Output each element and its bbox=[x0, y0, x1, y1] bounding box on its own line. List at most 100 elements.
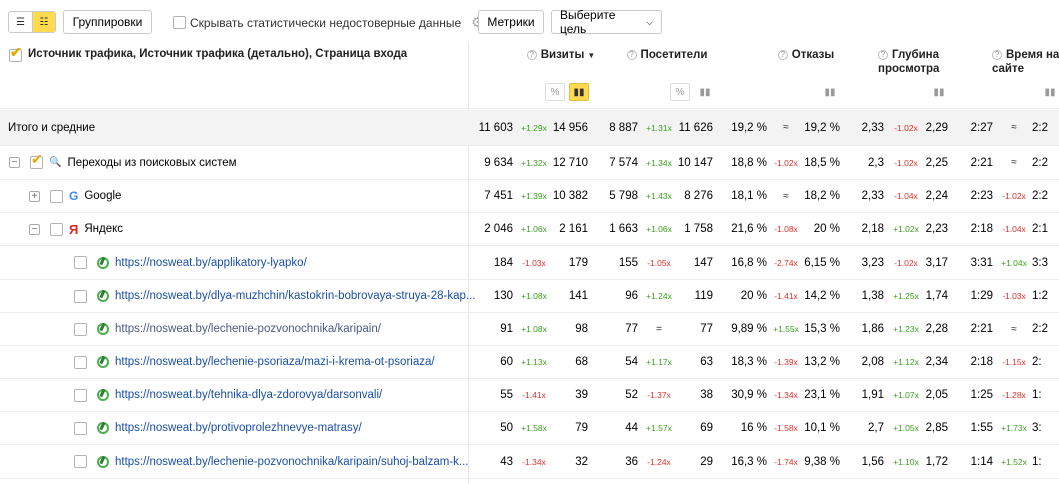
help-icon[interactable]: ? bbox=[878, 50, 888, 60]
visitors-previous-value: 10 147 bbox=[677, 156, 713, 169]
time-previous-value: 2:1 bbox=[1032, 223, 1048, 235]
header-time[interactable]: ? Время на сайте bbox=[992, 48, 1059, 76]
row-checkbox[interactable] bbox=[30, 151, 43, 169]
depth-value: 2,7 bbox=[868, 422, 884, 434]
metrics-button[interactable]: Метрики bbox=[478, 10, 544, 34]
landing-page-link[interactable]: https://nosweat.by/tehnika-dlya-zdorovya… bbox=[115, 389, 383, 401]
landing-page-link[interactable]: https://nosweat.by/applikatory-lyapko/ bbox=[115, 256, 307, 269]
header-time-label: Время на сайте bbox=[992, 49, 1059, 75]
table-row[interactable]: https://nosweat.by/lechenie-pozvonochnik… bbox=[0, 445, 1059, 479]
sort-desc-icon[interactable]: ▼ bbox=[587, 51, 596, 60]
bar-chart-icon[interactable]: ▮▮ bbox=[695, 83, 715, 101]
header-visitors[interactable]: ? Посетители bbox=[626, 48, 708, 62]
dimension-title[interactable]: Источник трафика, Источник трафика (дета… bbox=[9, 44, 469, 62]
row-checkbox[interactable] bbox=[74, 421, 87, 435]
dimension-checkbox[interactable] bbox=[9, 44, 22, 62]
landing-page-link[interactable]: https://nosweat.by/protivoprolezhnevye-m… bbox=[115, 422, 362, 434]
bar-chart-icon[interactable]: ▮▮ bbox=[929, 83, 949, 101]
row-label[interactable]: https://nosweat.by/lechenie-pozvonochnik… bbox=[74, 313, 381, 345]
collapse-icon[interactable]: − bbox=[29, 223, 40, 235]
row-label[interactable]: − Я Яндекс bbox=[29, 213, 123, 245]
row-checkbox[interactable] bbox=[50, 222, 63, 236]
depth-value: 2,18 bbox=[861, 223, 884, 235]
time-previous-value: 1:2 bbox=[1032, 290, 1048, 302]
hide-stats-toggle[interactable]: Скрывать статистически недостоверные дан… bbox=[173, 14, 484, 31]
visitors-value: 77 bbox=[625, 323, 638, 335]
bounce-value: 21,6 % bbox=[731, 223, 767, 235]
row-label: Итого и средние bbox=[8, 110, 95, 145]
landing-page-link[interactable]: https://nosweat.by/lechenie-pozvonochnik… bbox=[115, 323, 381, 335]
header-visitors-label: Посетители bbox=[640, 49, 708, 61]
table-row[interactable]: https://nosweat.by/dlya-muzhchin/kastokr… bbox=[0, 280, 1059, 313]
time-previous-value: 2:2 bbox=[1032, 121, 1048, 134]
landing-page-link[interactable]: https://nosweat.by/lechenie-psoriaza/maz… bbox=[115, 356, 435, 368]
time-change: ≈ bbox=[1011, 122, 1017, 133]
visitors-value: 1 663 bbox=[609, 223, 638, 235]
help-icon[interactable]: ? bbox=[777, 50, 788, 60]
time-value: 3:31 bbox=[970, 256, 993, 269]
groupings-button[interactable]: Группировки bbox=[63, 10, 152, 34]
row-label[interactable]: https://nosweat.by/lechenie-psoriaza/maz… bbox=[74, 346, 435, 378]
table-row[interactable]: − Я Яндекс 2 046 +1.06x 2 161 1 663 +1.06x 1 758… bbox=[0, 213, 1059, 246]
visits-previous-value: 2 161 bbox=[559, 223, 588, 235]
help-icon[interactable]: ? bbox=[626, 50, 637, 60]
visits-change: +1.29x bbox=[521, 122, 547, 133]
visits-value: 7 451 bbox=[484, 190, 513, 202]
time-previous-value: 3:3 bbox=[1032, 256, 1048, 269]
header-visits[interactable]: ? Визиты ▼ bbox=[526, 48, 596, 63]
table-row[interactable]: https://nosweat.by/applikatory-lyapko/18… bbox=[0, 246, 1059, 280]
hide-stats-checkbox[interactable] bbox=[173, 16, 186, 29]
landing-page-link[interactable]: https://nosweat.by/lechenie-pozvonochnik… bbox=[115, 455, 469, 468]
row-label[interactable]: https://nosweat.by/tehnika-dlya-zdorovya… bbox=[74, 379, 382, 411]
row-checkbox[interactable] bbox=[74, 388, 87, 402]
table-row[interactable]: + G Google 7 451 +1.39x 10 382 5 798 +1.43x 8 27… bbox=[0, 180, 1059, 213]
percent-toggle[interactable]: % bbox=[670, 83, 690, 101]
visitors-previous-value: 29 bbox=[700, 455, 713, 468]
row-label[interactable]: https://nosweat.by/lechenie-pozvonochnik… bbox=[74, 445, 469, 478]
row-label[interactable]: https://nosweat.by/dlya-muzhchin/kastokr… bbox=[74, 280, 476, 312]
row-checkbox[interactable] bbox=[74, 455, 87, 468]
table-row[interactable]: https://nosweat.by/lechenie-pozvonochnik… bbox=[0, 313, 1059, 346]
help-icon[interactable]: ? bbox=[992, 50, 1002, 60]
row-label[interactable]: https://nosweat.by/protivoprolezhnevye-m… bbox=[74, 412, 362, 444]
table-row[interactable]: − 🔍 Переходы из поисковых систем 9 634 +1.32… bbox=[0, 146, 1059, 180]
bar-chart-icon[interactable]: ▮▮ bbox=[1040, 83, 1059, 101]
page-status-icon bbox=[97, 455, 109, 468]
visitors-previous-value: 119 bbox=[694, 290, 713, 302]
header-bounces[interactable]: ? Отказы bbox=[776, 48, 836, 62]
depth-value: 2,33 bbox=[861, 190, 884, 202]
tree-view-icon[interactable]: ☷ bbox=[31, 12, 55, 32]
depth-change: -1.02x bbox=[894, 122, 918, 133]
header-depth[interactable]: ? Глубина просмотра bbox=[878, 48, 950, 76]
goal-select[interactable]: Выберите цель ⌵ bbox=[551, 8, 662, 36]
landing-page-link[interactable]: https://nosweat.by/dlya-muzhchin/kastokr… bbox=[115, 290, 476, 302]
row-checkbox[interactable] bbox=[74, 256, 87, 269]
time-change: -1.28x bbox=[1002, 390, 1026, 400]
row-label[interactable]: − 🔍 Переходы из поисковых систем bbox=[9, 146, 237, 179]
visitors-previous-value: 69 bbox=[700, 422, 713, 434]
expand-icon[interactable]: + bbox=[29, 190, 40, 202]
list-view-icon[interactable]: ☰ bbox=[16, 16, 25, 28]
totals-row[interactable]: Итого и средние 11 603 +1.29x 14 956 8 887 +1… bbox=[0, 110, 1059, 146]
row-checkbox[interactable] bbox=[74, 322, 87, 336]
bar-chart-icon[interactable]: ▮▮ bbox=[569, 83, 589, 101]
page-status-icon bbox=[97, 323, 109, 335]
row-checkbox[interactable] bbox=[74, 355, 87, 369]
visits-previous-value: 12 710 bbox=[552, 156, 588, 169]
row-label[interactable]: https://nosweat.by/applikatory-lyapko/ bbox=[74, 246, 307, 279]
row-checkbox[interactable] bbox=[50, 189, 63, 203]
time-change: -1.03x bbox=[1002, 291, 1026, 301]
visitors-previous-value: 147 bbox=[693, 256, 713, 269]
view-toggle[interactable]: ☰ ☷ bbox=[8, 11, 56, 33]
bar-chart-icon[interactable]: ▮▮ bbox=[820, 83, 840, 101]
table-row[interactable]: https://nosweat.by/tehnika-dlya-zdorovya… bbox=[0, 379, 1059, 412]
depth-change: -1.04x bbox=[894, 191, 918, 201]
percent-toggle[interactable]: % bbox=[545, 83, 565, 101]
row-label[interactable]: + G Google bbox=[29, 180, 121, 212]
collapse-icon[interactable]: − bbox=[9, 157, 20, 168]
table-row[interactable]: https://nosweat.by/protivoprolezhnevye-m… bbox=[0, 412, 1059, 445]
table-row[interactable]: https://nosweat.by/lechenie-psoriaza/maz… bbox=[0, 346, 1059, 379]
row-checkbox[interactable] bbox=[74, 289, 87, 303]
help-icon[interactable]: ? bbox=[526, 50, 537, 60]
depth-previous-value: 2,34 bbox=[925, 356, 948, 368]
